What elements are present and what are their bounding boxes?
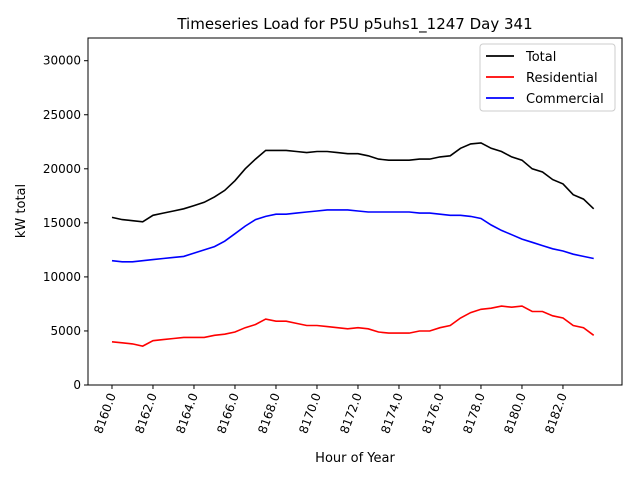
x-tick-label: 8168.0 <box>255 391 283 435</box>
series-line-residential <box>111 305 595 347</box>
x-tick-label: 8172.0 <box>337 391 365 435</box>
x-tick-label: 8164.0 <box>173 391 201 435</box>
plot-frame <box>87 37 623 386</box>
legend-label-commercial: Commercial <box>526 92 604 107</box>
y-tick-label: 0 <box>73 378 81 392</box>
y-tick-label: 30000 <box>43 54 81 68</box>
x-tick-label: 8170.0 <box>296 391 324 435</box>
legend: Total Residential Commercial <box>479 43 616 112</box>
x-tick-label: 8182.0 <box>542 391 570 435</box>
y-tick-label: 20000 <box>43 162 81 176</box>
x-tick-label: 8180.0 <box>501 391 529 435</box>
legend-box <box>479 43 616 112</box>
series-line-commercial <box>111 209 594 263</box>
legend-label-total: Total <box>525 50 556 65</box>
chart-title: Timeseries Load for P5U p5uhs1_1247 Day … <box>176 15 532 34</box>
y-tick-label: 25000 <box>43 108 81 122</box>
y-tick-label: 15000 <box>43 216 81 230</box>
x-tick-label: 8174.0 <box>378 391 406 435</box>
y-axis-label: kW total <box>14 184 29 238</box>
y-tick-label: 5000 <box>50 324 81 338</box>
x-tick-label: 8176.0 <box>419 391 447 435</box>
x-tick-label: 8178.0 <box>460 391 488 435</box>
x-axis: 8160.0 8162.0 8164.0 8166.0 8168.0 8170.0 8172… <box>91 385 570 435</box>
x-tick-label: 8166.0 <box>214 391 242 435</box>
x-tick-label: 8160.0 <box>91 391 119 435</box>
y-axis: 0 5000 10000 15000 20000 25000 30000 <box>43 54 88 392</box>
series-layer <box>111 142 595 347</box>
x-axis-label: Hour of Year <box>315 451 395 466</box>
legend-label-residential: Residential <box>526 71 598 86</box>
y-tick-label: 10000 <box>43 270 81 284</box>
x-tick-label: 8162.0 <box>132 391 160 435</box>
series-line-total <box>111 142 595 223</box>
